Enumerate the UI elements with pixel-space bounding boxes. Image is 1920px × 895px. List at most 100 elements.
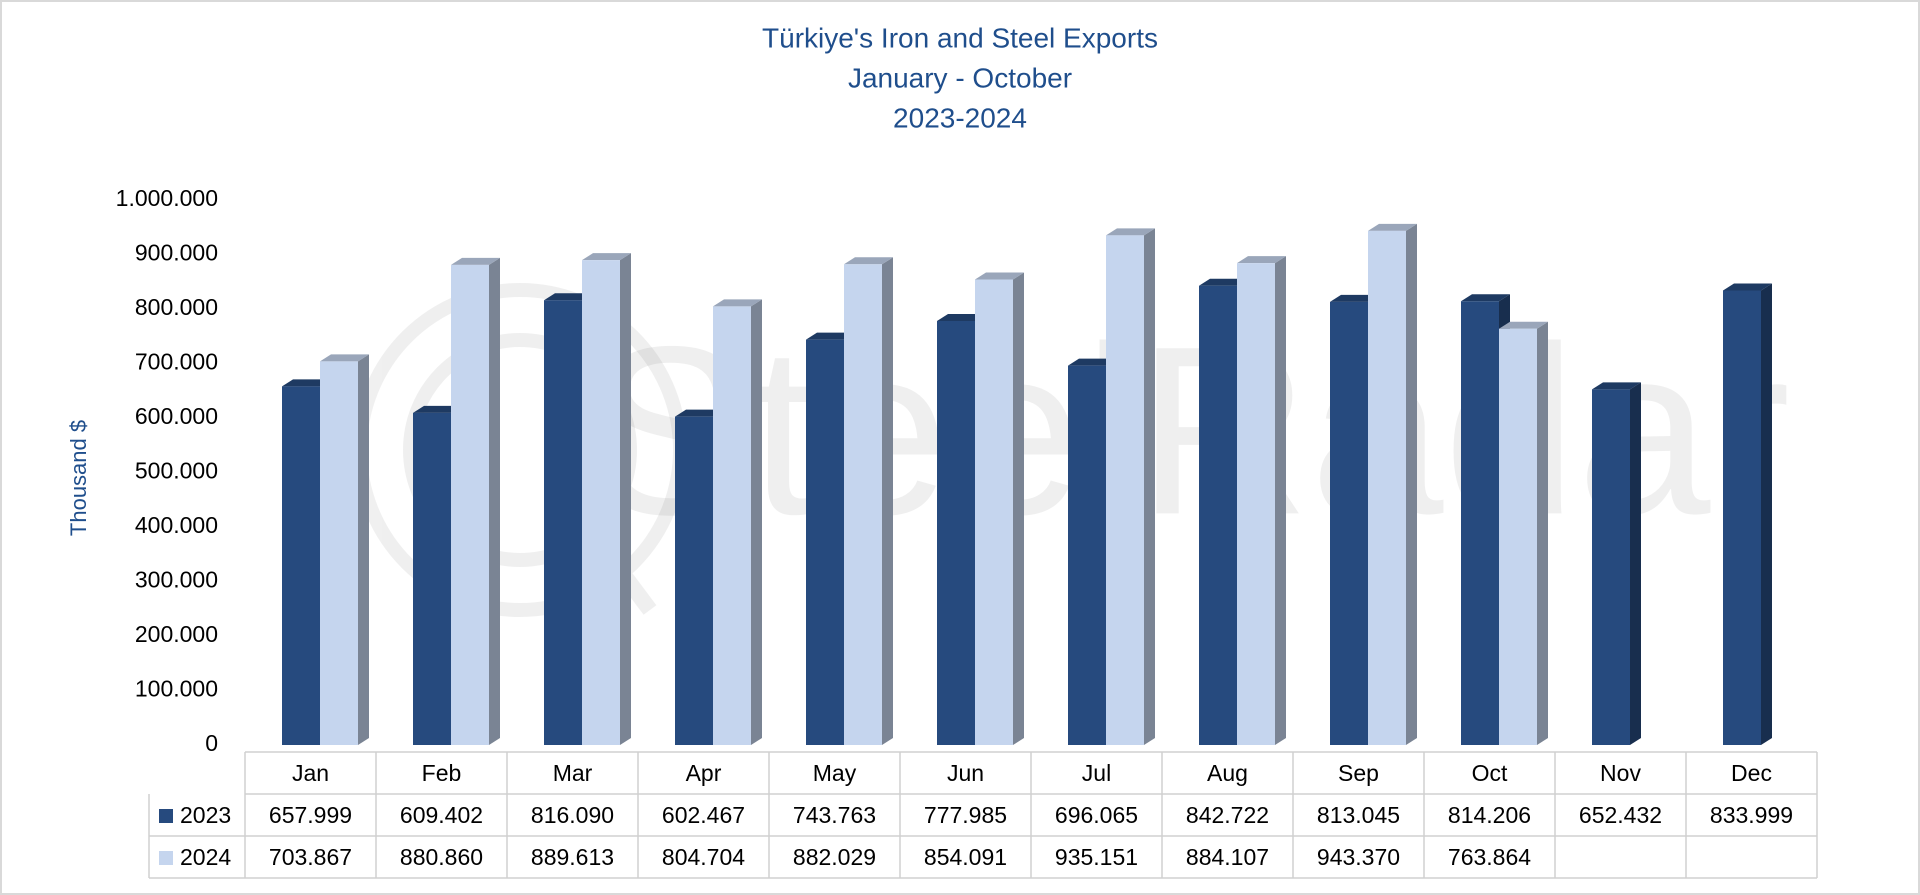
x-tick-label: Feb	[422, 760, 462, 786]
y-tick-label: 0	[205, 730, 218, 756]
y-tick-label: 300.000	[135, 567, 218, 593]
table-value: 813.045	[1317, 802, 1400, 828]
bar-top	[1461, 294, 1510, 302]
table-value: 657.999	[269, 802, 352, 828]
chart-title: Türkiye's Iron and Steel Exports	[762, 22, 1158, 53]
bar-top	[844, 257, 893, 265]
bar-top	[320, 354, 369, 362]
bar	[1237, 263, 1275, 745]
x-tick-label: Dec	[1731, 760, 1772, 786]
bar-side	[1144, 228, 1155, 745]
table-value: 652.432	[1579, 802, 1662, 828]
watermark: SteelRadar	[590, 296, 1791, 564]
bar-top	[544, 293, 593, 301]
bar-top	[1237, 256, 1286, 264]
y-tick-label: 600.000	[135, 403, 218, 429]
x-tick-label: Jul	[1082, 760, 1111, 786]
bar-side	[358, 354, 369, 745]
bar	[937, 320, 975, 745]
table-value: 743.763	[793, 802, 876, 828]
table-value: 804.704	[662, 844, 745, 870]
table-value: 703.867	[269, 844, 352, 870]
x-tick-label: Nov	[1600, 760, 1641, 786]
bar	[675, 416, 713, 745]
bar	[1592, 389, 1630, 745]
bar-side	[751, 299, 762, 745]
x-tick-label: Oct	[1472, 760, 1508, 786]
table-value: 889.613	[531, 844, 614, 870]
bar-top	[1330, 294, 1379, 302]
bar	[1330, 301, 1368, 745]
y-tick-label: 200.000	[135, 621, 218, 647]
chart-subtitle: 2023-2024	[893, 102, 1027, 133]
bar	[1723, 290, 1761, 745]
bar-top	[806, 332, 855, 340]
x-tick-label: May	[813, 760, 857, 786]
bar	[413, 412, 451, 745]
table-value: 816.090	[531, 802, 614, 828]
bar	[320, 361, 358, 745]
y-tick-label: 1.000.000	[116, 185, 218, 211]
bar-top	[675, 409, 724, 417]
table-value: 696.065	[1055, 802, 1138, 828]
y-tick-label: 400.000	[135, 512, 218, 538]
table-value: 833.999	[1710, 802, 1793, 828]
y-tick-label: 500.000	[135, 458, 218, 484]
bar-top	[1106, 228, 1155, 236]
bar	[282, 386, 320, 745]
bar-top	[975, 272, 1024, 280]
bar	[451, 264, 489, 745]
y-tick-label: 100.000	[135, 676, 218, 702]
legend-label: 2024	[180, 844, 231, 870]
legend-swatch	[159, 809, 173, 823]
x-tick-label: Jun	[947, 760, 984, 786]
legend-swatch	[159, 851, 173, 865]
table-value: 777.985	[924, 802, 1007, 828]
chart-subtitle: January - October	[848, 62, 1072, 93]
bar-top	[582, 253, 631, 261]
bar	[844, 264, 882, 745]
bar-top	[713, 299, 762, 307]
bar-top	[1592, 382, 1641, 390]
bar-side	[489, 257, 500, 745]
table-value: 763.864	[1448, 844, 1531, 870]
y-tick-label: 700.000	[135, 349, 218, 375]
y-tick-label: 800.000	[135, 294, 218, 320]
bar	[713, 306, 751, 745]
table-value: 842.722	[1186, 802, 1269, 828]
table-value: 814.206	[1448, 802, 1531, 828]
x-tick-label: Apr	[686, 760, 722, 786]
table-value: 602.467	[662, 802, 745, 828]
x-tick-label: Mar	[553, 760, 593, 786]
y-axis-label: Thousand $	[66, 420, 91, 536]
bar-side	[1275, 256, 1286, 745]
bar-top	[1199, 278, 1248, 286]
bar	[1499, 328, 1537, 745]
bar-top	[1368, 223, 1417, 231]
table-value: 935.151	[1055, 844, 1138, 870]
bar-top	[937, 313, 986, 321]
bar	[544, 300, 582, 745]
bar	[975, 279, 1013, 745]
x-tick-label: Aug	[1207, 760, 1248, 786]
x-tick-label: Jan	[292, 760, 329, 786]
bar-top	[413, 405, 462, 413]
bar-side	[1013, 272, 1024, 745]
table-value: 880.860	[400, 844, 483, 870]
bar	[1368, 230, 1406, 745]
table-value: 854.091	[924, 844, 1007, 870]
table-value: 884.107	[1186, 844, 1269, 870]
bar	[1068, 365, 1106, 745]
bar-top	[451, 257, 500, 265]
bar-side	[1630, 382, 1641, 745]
bar-side	[620, 253, 631, 745]
table-value: 609.402	[400, 802, 483, 828]
bar-top	[1723, 283, 1772, 291]
bar	[1199, 285, 1237, 745]
x-tick-label: Sep	[1338, 760, 1379, 786]
legend-label: 2023	[180, 802, 231, 828]
bar	[806, 339, 844, 745]
bar-top	[1499, 321, 1548, 329]
bar-top	[1068, 358, 1117, 366]
